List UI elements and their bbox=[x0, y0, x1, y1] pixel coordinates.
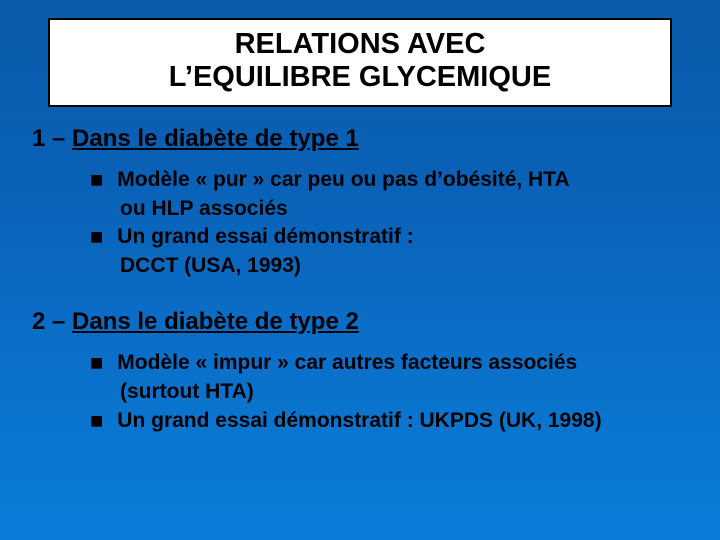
square-bullet-icon: ■ bbox=[90, 226, 103, 248]
title-line-1: RELATIONS AVEC bbox=[60, 28, 660, 61]
bullet-text: Modèle « pur » car peu ou pas d’obésité,… bbox=[117, 167, 569, 194]
title-box: RELATIONS AVEC L’EQUILIBRE GLYCEMIQUE bbox=[48, 18, 672, 107]
bullet-text: Un grand essai démonstratif : UKPDS (UK,… bbox=[117, 408, 601, 435]
section-2-heading: 2 – Dans le diabète de type 2 bbox=[32, 308, 692, 336]
section-1-underlined: Dans le diabète de type 1 bbox=[72, 125, 359, 152]
section-2-prefix: 2 – bbox=[32, 308, 72, 335]
bullet-continuation: ou HLP associés bbox=[120, 196, 692, 223]
square-bullet-icon: ■ bbox=[90, 352, 103, 374]
bullet-continuation: (surtout HTA) bbox=[120, 379, 692, 406]
list-item: ■ Un grand essai démonstratif : UKPDS (U… bbox=[90, 408, 692, 435]
section-1-bullets: ■ Modèle « pur » car peu ou pas d’obésit… bbox=[90, 167, 692, 281]
bullet-text: Un grand essai démonstratif : bbox=[117, 224, 413, 251]
slide: RELATIONS AVEC L’EQUILIBRE GLYCEMIQUE 1 … bbox=[0, 0, 720, 540]
section-1-prefix: 1 – bbox=[32, 125, 72, 152]
list-item: ■ Modèle « pur » car peu ou pas d’obésit… bbox=[90, 167, 692, 194]
list-item: ■ Modèle « impur » car autres facteurs a… bbox=[90, 350, 692, 377]
list-item: ■ Un grand essai démonstratif : bbox=[90, 224, 692, 251]
bullet-text: Modèle « impur » car autres facteurs ass… bbox=[117, 350, 577, 377]
square-bullet-icon: ■ bbox=[90, 169, 103, 191]
section-2-underlined: Dans le diabète de type 2 bbox=[72, 308, 359, 335]
bullet-continuation: DCCT (USA, 1993) bbox=[120, 253, 692, 280]
section-1-heading: 1 – Dans le diabète de type 1 bbox=[32, 125, 692, 153]
square-bullet-icon: ■ bbox=[90, 410, 103, 432]
section-2-bullets: ■ Modèle « impur » car autres facteurs a… bbox=[90, 350, 692, 435]
title-line-2: L’EQUILIBRE GLYCEMIQUE bbox=[60, 61, 660, 94]
